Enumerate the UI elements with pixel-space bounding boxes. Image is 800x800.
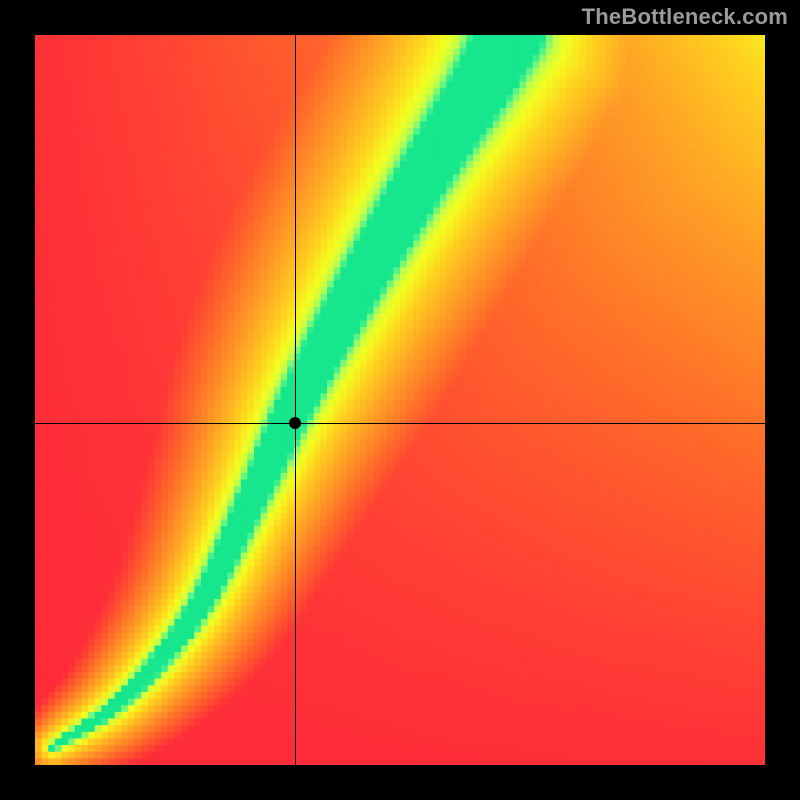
crosshair-marker xyxy=(289,417,301,429)
watermark-text: TheBottleneck.com xyxy=(582,4,788,30)
crosshair-vertical xyxy=(295,35,296,765)
heatmap-canvas xyxy=(35,35,765,765)
crosshair-horizontal xyxy=(35,423,765,424)
plot-area xyxy=(35,35,765,765)
